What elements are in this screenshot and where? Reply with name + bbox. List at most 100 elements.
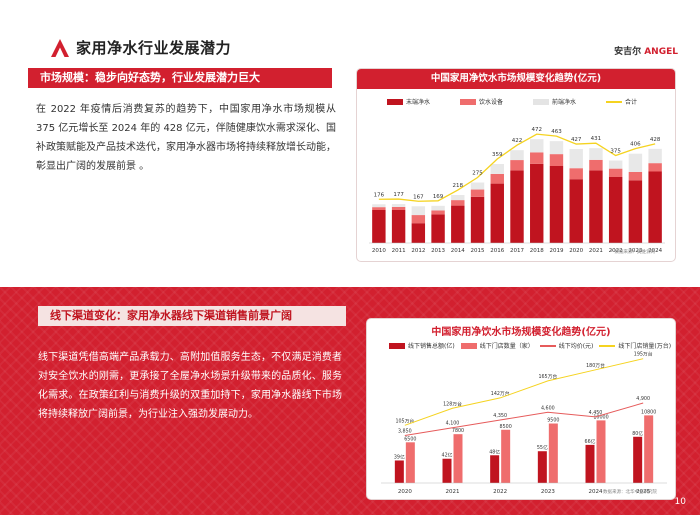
- chart1-bar-1-2019: [549, 154, 564, 166]
- chart1-total-label-2019: 463: [551, 129, 562, 135]
- page-title: 家用净水行业发展潜力: [76, 39, 232, 57]
- brand-main: 安吉尔: [614, 47, 642, 57]
- chart1-bar-0-2015: [470, 196, 485, 243]
- chart2-label-stores-2025: 10800: [641, 409, 656, 415]
- chart1-total-label-2016: 359: [492, 152, 503, 158]
- chart1-bar-0-2012: [411, 223, 426, 243]
- chart1-title: 中国家用净饮水市场规模变化趋势(亿元): [357, 69, 675, 89]
- chart1-x-tick-2017: 2017: [510, 248, 524, 254]
- chart1-bar-2-2013: [431, 205, 445, 211]
- chart1-total-label-2022: 375: [610, 149, 621, 155]
- chart1-bar-1-2017: [510, 160, 524, 171]
- chart1-legend-front: 前端净水: [533, 97, 576, 106]
- chart2-label-volume-2023: 165万台: [538, 373, 557, 380]
- chart2-label-sales-2023: 55亿: [537, 444, 548, 451]
- chart1-x-tick-2013: 2013: [431, 248, 445, 254]
- chart1-legend-end: 末端净水: [387, 97, 430, 106]
- chart2-bar-stores-2023: [548, 423, 558, 483]
- chart1-x-tick-2021: 2021: [589, 248, 603, 254]
- chart1-legend-total: 合计: [606, 97, 637, 106]
- chart1-x-tick-2020: 2020: [569, 248, 583, 254]
- chart1-bar-0-2010: [372, 210, 386, 243]
- brand-sub: ANGEL: [644, 47, 678, 57]
- chart1-bar-0-2020: [569, 179, 583, 243]
- chart2-label-price-2020: 3,850: [398, 428, 412, 434]
- logo-triangle-icon: [51, 39, 69, 57]
- chart1-bar-1-2014: [451, 200, 465, 206]
- page-number: 10: [674, 497, 686, 507]
- chart1-x-tick-2022: 2022: [609, 248, 623, 254]
- chart2-label-stores-2020: 6500: [404, 436, 416, 442]
- section2-paragraph: 线下渠道凭借高端产品承载力、高附加值服务生态，不仅满足消费者对安全饮水的刚需，更…: [38, 352, 342, 420]
- chart1-bar-0-2022: [608, 177, 623, 243]
- chart2-bar-stores-2025: [644, 415, 654, 483]
- chart2-label-stores-2024: 10000: [593, 414, 608, 420]
- chart1-total-label-2018: 472: [531, 127, 542, 133]
- section1-heading: 市场规模：稳步向好态势，行业发展潜力巨大: [28, 68, 332, 88]
- chart2-label-volume-2021: 128万台: [443, 400, 462, 407]
- chart1-bar-1-2024: [648, 163, 662, 172]
- chart1-bar-2-2014: [451, 195, 465, 201]
- chart1-bar-1-2010: [372, 207, 386, 210]
- chart2-label-price-2022: 4,350: [493, 413, 507, 419]
- chart1-bar-1-2022: [608, 168, 623, 177]
- chart2-label-sales-2024: 66亿: [585, 438, 596, 445]
- chart1-total-label-2010: 176: [374, 192, 385, 198]
- chart1-source: * 数据来源：奥维云网: [610, 250, 655, 255]
- chart1-bar-2-2020: [569, 149, 583, 169]
- chart2-legend-stores: 线下门店数量（家）: [460, 341, 534, 350]
- chart1-total-label-2021: 431: [591, 136, 602, 142]
- chart1-total-label-2015: 275: [472, 171, 483, 177]
- chart1-x-tick-2018: 2018: [530, 248, 544, 254]
- brand-logo: 安吉尔 ANGEL: [614, 44, 678, 57]
- chart1-card: 中国家用净饮水市场规模变化趋势(亿元) 末端净水 饮水设备 前端净水 合计 20…: [356, 68, 676, 262]
- chart2-x-tick-2025: 2025: [636, 489, 650, 495]
- chart1-plot: 2010 2011 2012 2013 2014 2015 2016 2017 2018 2019…: [369, 127, 665, 254]
- chart1-bar-1-2016: [490, 173, 504, 184]
- chart1-bar-0-2024: [648, 171, 662, 243]
- chart2-label-volume-2022: 142万台: [491, 390, 510, 397]
- chart1-bar-2-2015: [470, 182, 485, 190]
- chart1-x-tick-2015: 2015: [471, 248, 485, 254]
- chart2-bar-sales-2021: [442, 458, 452, 483]
- chart1-bar-1-2015: [470, 189, 485, 197]
- chart2-label-sales-2021: 42亿: [442, 452, 453, 459]
- chart1-legend: 末端净水 饮水设备 前端净水 合计: [387, 97, 637, 106]
- chart2-label-volume-2024: 180万台: [586, 362, 605, 369]
- chart2-label-volume-2020: 105万台: [395, 417, 414, 424]
- chart1-bar-0-2019: [549, 166, 564, 243]
- chart1-x-tick-2024: 2024: [648, 248, 662, 254]
- chart2-legend-price: 线下均价(元): [539, 341, 593, 350]
- chart1-bar-2-2021: [589, 148, 603, 160]
- chart1-bar-1-2021: [589, 159, 603, 171]
- chart1-x-tick-2019: 2019: [549, 248, 563, 254]
- chart2-label-sales-2022: 48亿: [489, 448, 500, 455]
- chart1-bar-2-2017: [510, 150, 524, 161]
- chart2-price-line: [404, 402, 644, 436]
- chart1-legend-equip: 饮水设备: [460, 97, 503, 106]
- chart2-label-stores-2022: 8500: [500, 424, 512, 430]
- chart2-label-volume-2025: 195万台: [634, 351, 653, 358]
- chart2-bar-sales-2024: [585, 444, 595, 483]
- chart1-total-label-2023: 406: [630, 142, 641, 148]
- chart2-label-price-2024: 4,450: [589, 410, 603, 416]
- chart2-bar-stores-2021: [453, 434, 463, 483]
- chart1-bar-2-2023: [628, 153, 643, 172]
- chart1-bar-0-2013: [431, 214, 445, 243]
- section1-paragraph: 在 2022 年疫情后消费复苏的趋势下，中国家用净水市场规模从 375 亿元增长…: [36, 104, 336, 172]
- chart2-x-tick-2022: 2022: [493, 489, 507, 495]
- chart2-label-price-2021: 4,100: [446, 421, 460, 427]
- chart2-card: 中国家用净饮水市场规模变化趋势(亿元) 线下销售总额(亿) 线下门店数量（家） …: [366, 318, 676, 500]
- chart2-legend-sales: 线下销售总额(亿): [389, 341, 455, 350]
- chart1-total-label-2012: 167: [413, 194, 424, 200]
- chart1-total-label-2013: 169: [433, 194, 444, 200]
- chart2-legend-volume: 线下门店销量(万台): [599, 341, 671, 350]
- chart1-x-tick-2011: 2011: [392, 248, 406, 254]
- chart1-bar-1-2011: [391, 206, 406, 210]
- chart2-label-stores-2021: 7800: [452, 428, 464, 434]
- chart1-bar-1-2023: [628, 171, 643, 181]
- chart1-x-tick-2012: 2012: [411, 248, 425, 254]
- chart1-bar-2-2018: [530, 139, 544, 153]
- chart1-bar-2-2010: [372, 204, 386, 208]
